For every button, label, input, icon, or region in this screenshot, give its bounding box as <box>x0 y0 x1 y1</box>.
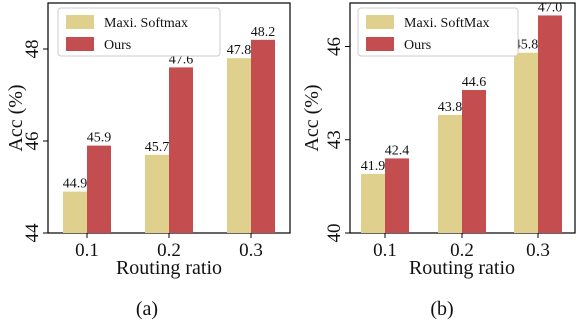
bar-ours-0.3 <box>538 15 562 233</box>
chart-a: 44.945.747.845.947.648.2 0.1 0.2 0.3444648… <box>5 2 291 320</box>
legend: Maxi. SoftMax Ours <box>357 7 519 57</box>
data-label: 45.9 <box>87 131 112 146</box>
data-label: 44.6 <box>462 75 487 90</box>
x-axis-label: Routing ratio <box>409 257 515 279</box>
y-axis-label: Acc (%) <box>5 84 27 151</box>
y-tick-label: 43 <box>324 130 345 149</box>
data-label: 45.8 <box>514 38 539 53</box>
bar-maxi-softmax-0.3 <box>514 52 538 233</box>
legend-label-maxi-softmax: Maxi. SoftMax <box>404 16 490 31</box>
data-label: 47.8 <box>227 43 252 58</box>
x-axis-label: Routing ratio <box>116 257 222 279</box>
legend: Maxi. Softmax Ours <box>57 7 221 57</box>
x-tick-label: 0.1 <box>373 240 397 261</box>
data-label: 41.9 <box>361 159 386 174</box>
bar-ours-0.3 <box>251 39 275 233</box>
bar-ours-0.2 <box>462 90 486 233</box>
y-tick-label: 46 <box>324 37 345 56</box>
bar-ours-0.1 <box>385 158 409 233</box>
bar-maxi-softmax-0.2 <box>438 114 462 233</box>
legend-box <box>357 7 519 57</box>
legend-label-ours: Ours <box>404 38 431 53</box>
legend-swatch-maxi-softmax <box>366 15 394 29</box>
x-tick-label: 0.3 <box>526 240 550 261</box>
bar-maxi-softmax-0.2 <box>145 154 169 233</box>
y-tick-label: 40 <box>324 224 345 243</box>
bar-maxi-softmax-0.3 <box>227 58 251 234</box>
data-label: 42.4 <box>385 143 410 158</box>
x-tick-label: 0.3 <box>239 240 263 261</box>
y-tick-label: 44 <box>22 223 43 243</box>
chart-b: 41.9 43.8 45.8 42.4 44.6 47.0 0.1 0.2 0.3 40 43 46… <box>301 0 576 320</box>
caption-b: (b) <box>430 298 453 320</box>
legend-swatch-ours <box>366 37 394 51</box>
bar-maxi-softmax-0.1 <box>361 173 385 233</box>
x-tick-label: 0.1 <box>75 240 99 261</box>
data-label: 47.0 <box>538 0 563 15</box>
legend-swatch-maxi-softmax <box>66 15 94 29</box>
x-tick-label: 0.2 <box>157 240 181 261</box>
legend-label-ours: Ours <box>104 38 131 53</box>
data-label: 45.7 <box>145 140 170 155</box>
caption-a: (a) <box>136 298 158 320</box>
y-tick-label: 48 <box>22 40 43 59</box>
bar-ours-0.2 <box>169 67 193 234</box>
legend-label-maxi-softmax: Maxi. Softmax <box>104 16 188 31</box>
legend-box <box>57 7 221 57</box>
legend-swatch-ours <box>66 37 94 51</box>
bar-maxi-softmax-0.1 <box>63 191 87 233</box>
y-tick-label: 46 <box>22 132 43 151</box>
data-label: 48.2 <box>251 25 276 40</box>
data-label: 43.8 <box>438 100 463 115</box>
x-tick-label: 0.2 <box>450 240 474 261</box>
y-axis-label: Acc (%) <box>301 84 323 151</box>
bar-ours-0.1 <box>87 145 111 233</box>
data-label: 44.9 <box>63 177 88 192</box>
